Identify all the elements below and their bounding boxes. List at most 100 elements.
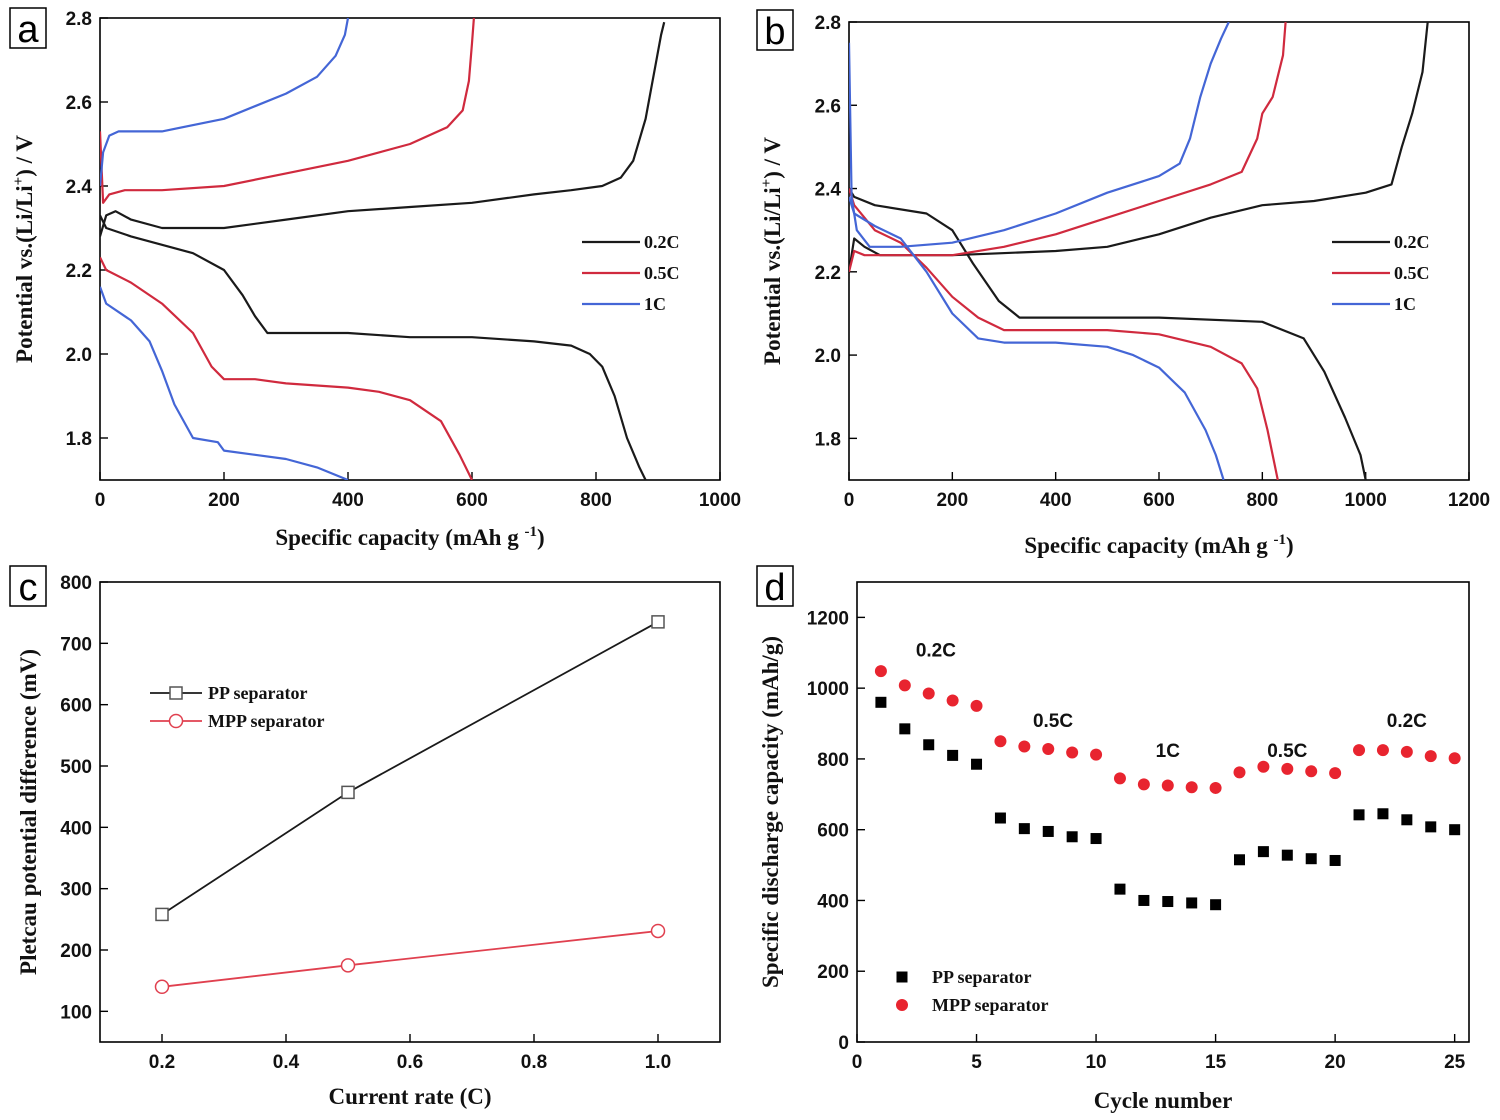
panel-c-ytick-label: 400	[60, 818, 92, 839]
panel-b-frame	[848, 21, 1470, 481]
panel-a-legend-label: 0.5C	[644, 263, 680, 283]
panel-d: 0 5 10 15 20 25 0 200 400 600 800 1000 1200 Cycle num…	[756, 565, 1470, 1113]
panel-d-point	[1257, 760, 1270, 773]
panel-a-series-1C-discharge	[100, 286, 349, 480]
panel-b-plot-area	[849, 22, 1429, 480]
panel-a-xtick-label: 400	[332, 490, 364, 511]
panel-c-letter-box	[9, 565, 47, 607]
panel-a-xtick-label: 200	[208, 490, 240, 511]
panel-b: 0 200 400 600 800 1000 1200 1.8 2.0 2.2 2.4 2.6 2.8 S…	[756, 9, 1490, 558]
panel-d-point	[1257, 846, 1269, 858]
panel-c-ytick-label: 700	[60, 634, 92, 655]
panel-c-legend-marker	[169, 686, 183, 700]
panel-d-point	[1066, 831, 1078, 843]
panel-d-point	[1449, 824, 1461, 836]
panel-a-letter-box	[9, 7, 47, 49]
panel-b-xtick-label: 200	[936, 490, 968, 511]
panel-d-rate-annotation: 0.2C	[916, 640, 956, 661]
panel-d-rate-annotation: 1C	[1156, 741, 1181, 762]
panel-d-xtick-label: 0	[852, 1052, 863, 1073]
panel-a-xtick-label: 800	[580, 490, 612, 511]
panel-d-point	[875, 696, 887, 708]
panel-d-xtick-label: 20	[1325, 1052, 1346, 1073]
panel-b-xtick-label: 0	[844, 490, 855, 511]
panel-d-point	[1353, 809, 1365, 821]
panel-a: 0 200 400 600 800 1000 1.8 2.0 2.2 2.4 2.6 2.8 Speci…	[9, 7, 741, 550]
panel-b-ytick-label: 2.8	[815, 13, 841, 34]
panel-d-point	[1401, 814, 1413, 826]
panel-a-ytick-label: 2.4	[66, 177, 93, 198]
panel-c-ytick-label: 200	[60, 941, 92, 962]
panel-b-xtick-label: 600	[1143, 490, 1175, 511]
panel-d-point	[874, 665, 887, 678]
panel-d-frame	[856, 581, 1470, 1043]
panel-c-ytick-label: 800	[60, 573, 92, 594]
panel-d-xtick-label: 25	[1444, 1052, 1466, 1073]
panel-d-point	[1090, 748, 1103, 761]
panel-d-point	[1210, 899, 1222, 911]
panel-d-ytick-label: 800	[817, 750, 849, 771]
panel-d-point	[1113, 772, 1126, 785]
panel-b-legend-label: 0.2C	[1394, 232, 1430, 252]
panel-d-letter: d	[764, 567, 785, 609]
panel-d-point	[1425, 821, 1437, 833]
panel-a-ytick-label: 2.8	[66, 9, 92, 30]
panel-b-legend-label: 0.5C	[1394, 263, 1430, 283]
panel-c-point	[341, 785, 355, 800]
panel-a-xtick-label: 600	[456, 490, 488, 511]
panel-d-point	[1161, 779, 1174, 792]
panel-d-point	[1305, 765, 1318, 778]
panel-c-frame	[99, 581, 721, 1043]
panel-d-point	[1400, 745, 1413, 758]
panel-d-point	[1042, 825, 1054, 837]
panel-d-point	[1305, 853, 1317, 865]
panel-a-letter: a	[17, 9, 39, 51]
panel-d-legend-label: MPP separator	[932, 995, 1048, 1015]
panel-d-point	[1066, 746, 1079, 759]
panel-c-point	[651, 615, 665, 629]
panel-c-ytick-label: 100	[60, 1002, 92, 1023]
panel-d-ytick-label: 0	[838, 1033, 849, 1054]
panel-c-series-line	[161, 930, 659, 988]
panel-b-series-1C-discharge	[849, 196, 1225, 480]
panel-c-legend-label: PP separator	[208, 683, 307, 703]
panel-c-point	[650, 923, 666, 939]
panel-c-point	[340, 958, 356, 973]
panel-d-point	[1281, 762, 1294, 775]
panel-a-series-0.5C-charge	[100, 18, 475, 204]
panel-c-ylabel: Pletcau potential difference (mV)	[16, 649, 41, 975]
panel-a-ytick-label: 1.8	[66, 429, 92, 450]
panel-d-ytick-label: 600	[817, 821, 849, 842]
panel-d-point	[1018, 740, 1031, 753]
panel-d-legend-label: PP separator	[932, 967, 1031, 987]
panel-a-series-0.5C-discharge	[100, 256, 473, 480]
panel-d-point	[1353, 744, 1366, 757]
panel-b-series-0.2C-discharge	[849, 187, 1367, 480]
panel-a-xlabel: Specific capacity (mAh g -1)	[275, 524, 544, 550]
panel-c-legend-label: MPP separator	[208, 711, 324, 731]
panel-a-xtick-label: 0	[95, 490, 106, 511]
panel-b-xtick-label: 1000	[1345, 490, 1387, 511]
panel-d-point	[1162, 896, 1174, 908]
panel-d-rate-annotation: 0.2C	[1387, 711, 1427, 732]
panel-b-xtick-label: 400	[1040, 490, 1072, 511]
panel-b-xtick-label: 800	[1246, 490, 1278, 511]
panel-d-point	[1114, 883, 1126, 895]
panel-c-xtick-label: 0.8	[521, 1052, 547, 1073]
panel-d-ytick-label: 400	[817, 891, 849, 912]
panel-c-xtick-label: 0.4	[273, 1052, 300, 1073]
panel-b-ytick-label: 2.2	[815, 263, 841, 284]
panel-d-point	[1138, 894, 1150, 906]
panel-d-point	[1424, 750, 1437, 763]
panel-d-point	[922, 687, 935, 700]
panel-c-point	[154, 979, 170, 995]
panel-d-point	[1090, 833, 1102, 845]
panel-a-ytick-label: 2.0	[66, 345, 92, 366]
panel-d-point	[1234, 854, 1245, 866]
panel-b-ytick-label: 2.4	[815, 180, 842, 201]
panel-d-point	[1448, 752, 1461, 765]
panel-d-xlabel: Cycle number	[1094, 1088, 1233, 1113]
panel-d-point	[1329, 854, 1341, 866]
panel-d-point	[946, 694, 959, 707]
panel-c-ytick-label: 600	[60, 696, 92, 717]
